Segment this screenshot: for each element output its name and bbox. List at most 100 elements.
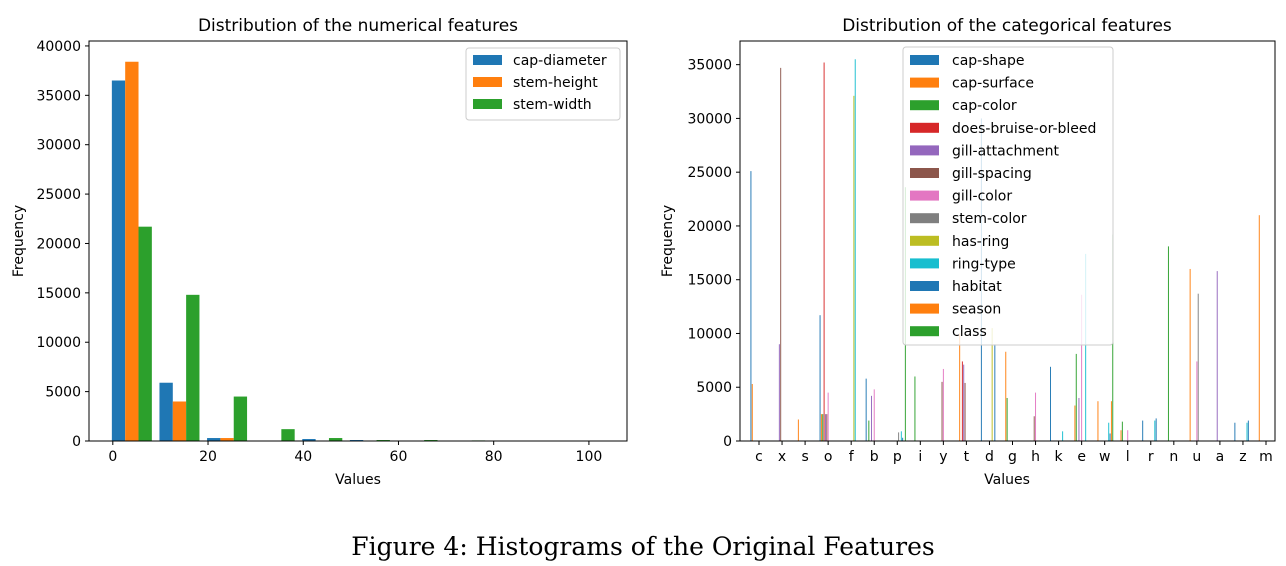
y-tick-label: 5000 xyxy=(696,380,732,396)
legend-swatch xyxy=(910,235,939,246)
legend-swatch xyxy=(910,168,939,178)
chart-title: Distribution of the categorical features xyxy=(842,16,1172,36)
y-tick-label: 0 xyxy=(723,434,732,450)
legend-label: does-bruise-or-bleed xyxy=(952,121,1096,137)
bar-stem-width-1 xyxy=(186,294,200,441)
bar-cap-color-b xyxy=(868,420,870,441)
bar-stem-height-2 xyxy=(220,438,234,441)
x-tick-label: b xyxy=(870,449,879,465)
bar-stem-width-2 xyxy=(233,396,248,441)
bar-cap-surface-w xyxy=(1097,401,1099,441)
bar-cap-surface-o xyxy=(820,414,822,441)
x-tick-label: e xyxy=(1077,449,1086,465)
bar-cap-surface-t xyxy=(959,333,961,441)
legend-label: cap-shape xyxy=(952,53,1024,69)
bar-gill-spacing-t xyxy=(964,382,966,441)
bar-gill-spacing-h xyxy=(1033,416,1035,441)
x-tick-label: s xyxy=(801,449,808,465)
x-tick-label: 100 xyxy=(576,449,603,465)
legend: cap-diameter stem-height stem-width xyxy=(465,47,621,121)
legend-label: class xyxy=(952,324,987,340)
x-tick-label: y xyxy=(939,449,947,465)
bar-ring-type-p xyxy=(900,431,902,441)
bar-cap-color-n xyxy=(1167,246,1169,441)
bar-group xyxy=(111,61,533,442)
x-tick-label: f xyxy=(849,449,855,465)
y-tick-label: 20000 xyxy=(36,236,81,252)
x-tick-label: l xyxy=(1126,449,1130,465)
y-tick-label: 15000 xyxy=(36,286,81,302)
bar-cap-shape-z xyxy=(1234,422,1236,441)
x-tick-label: 40 xyxy=(294,449,312,465)
y-ticks: 0 5000 10000 15000 20000 25000 30000 35000 xyxy=(687,58,740,450)
bar-stem-height-0 xyxy=(125,61,139,441)
bar-ring-type-z xyxy=(1246,422,1248,441)
bar-cap-shape-k xyxy=(1050,366,1051,441)
bar-ring-type-e xyxy=(1085,253,1087,441)
legend-swatch xyxy=(910,190,939,201)
legend-swatch xyxy=(910,258,939,269)
legend: cap-shape cap-surface cap-color does-bruise… xyxy=(902,46,1114,346)
bar-cap-surface-e xyxy=(1074,405,1076,441)
bar-does-bruise-or-bleed-o xyxy=(823,62,825,442)
bar-cap-surface-u xyxy=(1189,268,1191,441)
legend-label: cap-color xyxy=(952,98,1017,114)
bar-cap-surface-g xyxy=(1005,351,1007,441)
bar-stem-width-3 xyxy=(281,429,295,441)
x-tick-label: m xyxy=(1259,449,1273,465)
bar-gill-attachment-b xyxy=(871,395,873,441)
x-tick-label: u xyxy=(1192,449,1201,465)
bar-habitat-z xyxy=(1247,420,1249,441)
legend-label: stem-width xyxy=(513,97,592,113)
legend-label: habitat xyxy=(952,279,1002,295)
y-tick-label: 15000 xyxy=(687,273,732,289)
bar-gill-spacing-y xyxy=(941,381,943,441)
bar-cap-diameter-4 xyxy=(302,439,316,441)
x-tick-label: k xyxy=(1055,449,1064,465)
legend-swatch xyxy=(473,55,502,65)
bar-ring-type-f xyxy=(854,59,856,441)
bar-habitat-w xyxy=(1109,433,1111,441)
y-tick-label: 25000 xyxy=(687,165,732,181)
bar-gill-color-b xyxy=(873,389,875,441)
bar-cap-diameter-2 xyxy=(207,438,221,441)
y-tick-label: 35000 xyxy=(687,58,732,74)
legend-swatch xyxy=(910,303,939,314)
legend-label: gill-spacing xyxy=(952,166,1032,182)
bar-cap-diameter-0 xyxy=(111,80,126,442)
x-tick-label: 80 xyxy=(485,449,503,465)
y-ticks: 0 5000 10000 15000 20000 25000 30000 35000 40000 xyxy=(36,39,89,450)
bar-stem-color-u xyxy=(1197,293,1199,441)
bar-cap-diameter-1 xyxy=(159,382,173,441)
bar-cap-shape-b xyxy=(865,378,867,441)
categorical-features-chart: Distribution of the categorical features… xyxy=(660,16,1276,488)
x-tick-label: c xyxy=(755,449,763,465)
legend-swatch xyxy=(473,77,502,87)
legend-box xyxy=(902,46,1114,346)
bar-cap-shape-c xyxy=(750,171,752,441)
bar-gill-color-u xyxy=(1196,361,1198,441)
x-tick-label: a xyxy=(1216,449,1225,465)
legend-swatch xyxy=(910,213,939,224)
legend-label: stem-height xyxy=(513,75,598,91)
bar-gill-attachment-e xyxy=(1078,397,1080,441)
x-tick-label: n xyxy=(1169,449,1178,465)
legend-label: cap-diameter xyxy=(513,53,607,69)
bar-ring-type-k xyxy=(1062,431,1064,441)
chart-title: Distribution of the numerical features xyxy=(198,16,518,36)
bar-group xyxy=(750,59,1260,442)
x-tick-label: h xyxy=(1031,449,1040,465)
bar-gill-spacing-x xyxy=(780,67,782,442)
x-tick-label: z xyxy=(1239,449,1246,465)
bar-gill-color-e xyxy=(1081,294,1083,441)
x-tick-label: 0 xyxy=(108,449,117,465)
legend-swatch xyxy=(910,100,939,111)
bar-stem-height-1 xyxy=(172,401,187,441)
x-axis-label: Values xyxy=(335,472,381,488)
x-tick-label: g xyxy=(1008,449,1017,465)
legend-swatch xyxy=(910,77,939,88)
bar-habitat-d xyxy=(994,344,996,441)
x-tick-label: r xyxy=(1148,449,1154,465)
bar-ring-type-r xyxy=(1154,420,1156,441)
